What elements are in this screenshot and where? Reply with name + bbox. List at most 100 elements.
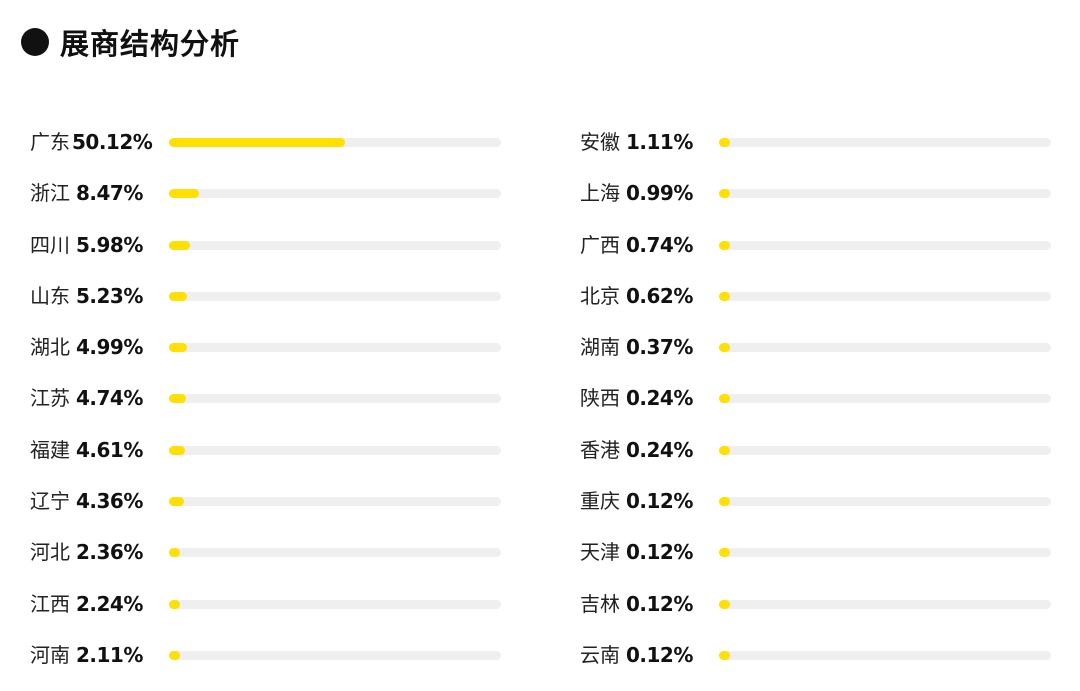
region-name: 上海 [580, 181, 620, 206]
bar-fill [169, 394, 186, 404]
bar-label: 辽宁 4.36% [30, 486, 143, 516]
bar-track [719, 240, 1051, 250]
chart-column-right: 安徽 1.11% 上海 0.99% 广西 0.74% 北京 0.62% 湖南 0.37% 陕西 0.2… [580, 117, 1060, 681]
bar-track [169, 548, 501, 558]
region-name: 浙江 [30, 181, 70, 206]
bar-row: 河北 2.36% [30, 527, 510, 578]
bar-row: 香港 0.24% [580, 425, 1060, 476]
bar-track [169, 291, 501, 301]
percent-value: 4.61% [76, 437, 143, 462]
bar-label: 浙江 8.47% [30, 178, 143, 208]
percent-value: 0.12% [626, 540, 693, 565]
bar-label: 福建 4.61% [30, 435, 143, 465]
percent-value: 0.24% [626, 386, 693, 411]
bar-label: 陕西 0.24% [580, 383, 693, 413]
percent-value: 8.47% [76, 181, 143, 206]
bar-track [169, 138, 501, 147]
bar-row: 四川 5.98% [30, 220, 510, 271]
bar-row: 福建 4.61% [30, 425, 510, 476]
bar-fill [719, 343, 730, 353]
bar-label: 安徽 1.11% [580, 127, 693, 157]
bar-fill [169, 240, 191, 250]
bar-row: 安徽 1.11% [580, 117, 1060, 168]
bar-fill [719, 189, 730, 199]
bar-track [719, 138, 1051, 147]
percent-value: 5.98% [76, 232, 143, 257]
percent-value: 0.37% [626, 335, 693, 360]
bar-row: 上海 0.99% [580, 168, 1060, 219]
region-name: 云南 [580, 642, 620, 667]
bar-fill [719, 394, 730, 404]
bar-track [719, 445, 1051, 455]
bar-track [719, 343, 1051, 353]
bar-label: 河南 2.11% [30, 640, 143, 670]
bar-row: 河南 2.11% [30, 630, 510, 681]
bar-fill [169, 189, 199, 199]
bar-label: 湖南 0.37% [580, 332, 693, 362]
bar-fill [169, 497, 185, 507]
region-name: 陕西 [580, 386, 620, 411]
bar-label: 湖北 4.99% [30, 332, 143, 362]
region-name: 天津 [580, 540, 620, 565]
region-name: 香港 [580, 437, 620, 462]
percent-value: 0.12% [626, 489, 693, 514]
bar-track [719, 291, 1051, 301]
bullet-dot-icon [21, 28, 49, 56]
percent-value: 2.11% [76, 642, 143, 667]
percent-value: 2.36% [76, 540, 143, 565]
bar-row: 江苏 4.74% [30, 373, 510, 424]
bar-track [169, 650, 501, 660]
bar-row: 陕西 0.24% [580, 373, 1060, 424]
bar-fill [719, 599, 730, 609]
bar-fill [719, 291, 730, 301]
percent-value: 0.24% [626, 437, 693, 462]
bar-fill [169, 445, 186, 455]
percent-value: 2.24% [76, 591, 143, 616]
bar-fill [169, 343, 187, 353]
region-name: 吉林 [580, 591, 620, 616]
bar-fill [719, 650, 730, 660]
bar-fill [169, 650, 180, 660]
bar-track [169, 445, 501, 455]
bar-row: 北京 0.62% [580, 271, 1060, 322]
bar-row: 辽宁 4.36% [30, 476, 510, 527]
bar-fill [169, 138, 346, 147]
bar-track [169, 343, 501, 353]
bar-label: 重庆 0.12% [580, 486, 693, 516]
percent-value: 4.36% [76, 489, 143, 514]
region-name: 福建 [30, 437, 70, 462]
bar-label: 广东 50.12% [30, 127, 153, 157]
region-name: 湖南 [580, 335, 620, 360]
region-name: 江西 [30, 591, 70, 616]
bar-track [719, 548, 1051, 558]
percent-value: 1.11% [626, 130, 693, 154]
bar-track [719, 497, 1051, 507]
percent-value: 4.74% [76, 386, 143, 411]
bar-label: 北京 0.62% [580, 281, 693, 311]
percent-value: 5.23% [76, 283, 143, 308]
bar-row: 广西 0.74% [580, 220, 1060, 271]
bar-track [169, 240, 501, 250]
bar-label: 吉林 0.12% [580, 589, 693, 619]
bar-label: 江西 2.24% [30, 589, 143, 619]
chart-column-left: 广东 50.12% 浙江 8.47% 四川 5.98% 山东 5.23% 湖北 4.99% 江苏 4.… [30, 117, 510, 681]
bar-label: 上海 0.99% [580, 178, 693, 208]
bar-row: 江西 2.24% [30, 579, 510, 630]
region-name: 广东 [30, 130, 70, 154]
bar-row: 湖南 0.37% [580, 322, 1060, 373]
region-name: 山东 [30, 283, 70, 308]
bar-track [169, 497, 501, 507]
page-title: 展商结构分析 [60, 27, 241, 61]
bar-row: 湖北 4.99% [30, 322, 510, 373]
percent-value: 0.12% [626, 642, 693, 667]
bar-label: 天津 0.12% [580, 537, 693, 567]
bar-track [169, 599, 501, 609]
region-name: 河北 [30, 540, 70, 565]
bar-track [719, 394, 1051, 404]
section-header: 展商结构分析 [21, 21, 240, 63]
percent-value: 50.12% [72, 130, 153, 154]
bar-fill [169, 599, 180, 609]
bar-row: 重庆 0.12% [580, 476, 1060, 527]
bar-fill [719, 497, 730, 507]
percent-value: 0.12% [626, 591, 693, 616]
